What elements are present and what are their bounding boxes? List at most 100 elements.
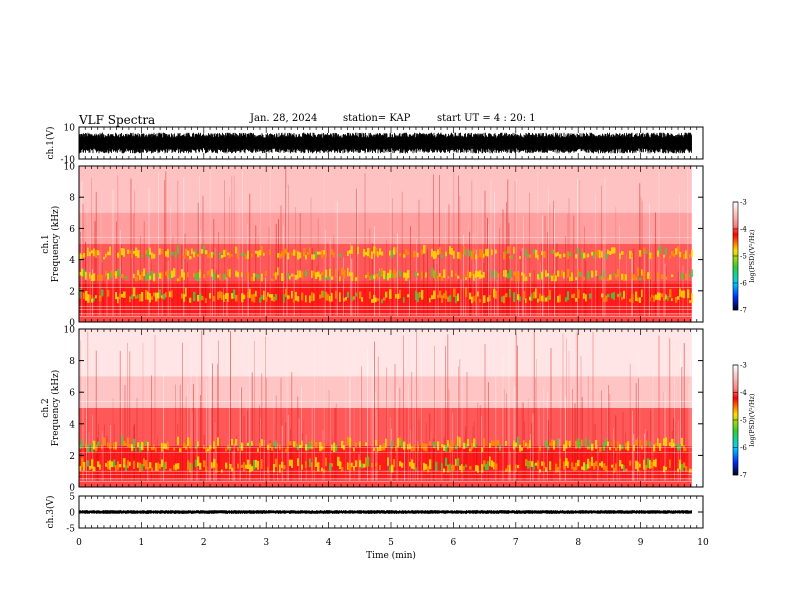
ch1-spectrogram-streak <box>249 193 251 316</box>
ch2-spectrogram-streak <box>547 392 548 481</box>
ch2-spectrogram-streak <box>136 397 138 481</box>
ch1-spectrogram-streak <box>299 213 301 316</box>
xtick-label: 7 <box>513 538 519 548</box>
ch2-spectrogram-streak <box>104 424 105 481</box>
ch2-spectrogram-streak <box>513 381 515 481</box>
ch2-spectrogram-patch <box>535 462 538 466</box>
ch2-spectrogram-streak <box>399 388 401 481</box>
ch1-spectrogram-patch <box>603 270 605 279</box>
ch1-spectrogram-patch <box>317 251 320 255</box>
ch2-spectrogram-patch <box>597 465 599 471</box>
ch1-spectrogram-patch <box>689 253 692 258</box>
ch1-spectrogram-patch <box>293 249 296 256</box>
ch2-spectrogram-patch <box>341 466 344 472</box>
ch2-spectrogram-patch <box>473 438 476 447</box>
ch1-spectrogram-patch <box>395 247 397 254</box>
ch1-spectrogram-patch <box>511 277 513 281</box>
ch1-spectrogram-patch <box>123 291 126 298</box>
ch1-spectrogram-streak <box>523 216 524 316</box>
ch1-spectrogram-patch <box>553 249 555 254</box>
ch2-spectrogram-streak <box>219 438 221 481</box>
ch1-spectrogram-patch <box>237 272 240 278</box>
ch1-spectrogram-patch <box>193 251 196 258</box>
ch2-spectrogram-streak <box>472 426 474 481</box>
ch2-spectrogram-patch <box>445 457 448 467</box>
ch1-spectrogram-patch <box>129 296 131 303</box>
ch2-spectrogram-patch <box>513 440 515 450</box>
ch2-spectrogram-streak <box>633 434 635 481</box>
ch1-spectrogram-patch <box>181 293 184 299</box>
ch2-spectrogram-patch <box>315 457 317 468</box>
ch1-spectrogram-streak <box>641 200 643 316</box>
ch1-spectrogram-patch <box>657 271 660 280</box>
ch2-spectrogram-patch <box>449 443 452 453</box>
ch2-spectrogram-patch <box>365 457 367 467</box>
ch2-spectrogram-patch <box>517 436 519 447</box>
ch2-spectrogram-patch <box>483 460 486 467</box>
ch2-spectrogram-patch <box>185 444 188 450</box>
ch1-spectrogram-streak <box>470 285 471 316</box>
ch1-spectrogram-patch <box>475 254 477 260</box>
ch2-spectrogram-patch <box>495 463 498 470</box>
ch2-spectrogram-colorbar-label: -6 <box>740 444 747 452</box>
ch1-spectrogram-patch <box>257 250 260 258</box>
ch1-spectrogram-patch <box>469 250 472 257</box>
ch1-spectrogram-patch <box>267 292 269 297</box>
ch2-spectrogram-patch <box>585 437 587 448</box>
ch1-spectrogram-patch <box>671 274 674 278</box>
ch1-spectrogram-patch <box>117 296 119 304</box>
ch1-spectrogram-patch <box>139 293 141 302</box>
ch1-spectrogram-patch <box>557 270 560 277</box>
ch1-spectrogram-streak <box>164 180 165 316</box>
ch1-spectrogram-patch <box>333 251 335 258</box>
ch1-spectrogram-streak <box>389 180 391 316</box>
ch2-spectrogram-streak <box>322 429 324 481</box>
ch2-spectrogram-patch <box>679 459 682 470</box>
ch1-spectrogram-patch <box>495 271 497 279</box>
ch1-spectrogram-streak <box>213 219 215 316</box>
ch1-spectrogram-streak <box>488 223 489 316</box>
ch1-spectrogram-streak <box>103 279 104 316</box>
ch2-spectrogram-patch <box>391 464 394 473</box>
ch1-spectrogram-band <box>79 314 692 322</box>
ch1-spectrogram-patch <box>567 269 570 278</box>
ch1-spectrogram-patch <box>465 249 467 257</box>
ch2-spectrogram-streak <box>142 342 144 481</box>
ch2-spectrogram-patch <box>669 459 671 468</box>
ch2-spectrogram-patch <box>349 437 352 448</box>
xtick-label: 0 <box>76 538 82 548</box>
ch1-spectrogram-streak <box>119 230 121 316</box>
ch1-spectrogram-streak <box>280 205 282 316</box>
ch2-spectrogram-streak <box>461 362 463 481</box>
ch2-spectrogram-patch <box>549 442 552 446</box>
ch2-spectrogram-streak <box>669 338 671 481</box>
ch1-spectrogram-patch <box>319 294 322 299</box>
ch2-spectrogram-patch <box>573 467 576 471</box>
ch1-spectrogram-patch <box>581 252 584 260</box>
ch1-spectrogram-patch <box>503 270 505 277</box>
xtick-label: 9 <box>638 538 644 548</box>
ch1-spectrogram-patch <box>369 291 371 299</box>
ch1-spectrogram-patch <box>613 272 615 276</box>
ch2-spectrogram-patch <box>337 456 340 466</box>
ch1-spectrogram-streak <box>409 279 410 316</box>
ch1-spectrogram-patch <box>235 270 238 277</box>
ch1-spectrogram-streak <box>650 277 651 316</box>
ch1-spectrogram-patch <box>295 291 297 301</box>
ch2-spectrogram-patch <box>397 438 400 448</box>
ch1-spectrogram-patch <box>309 247 311 255</box>
ch1-spectrogram-streak <box>170 204 171 316</box>
ch1-spectrogram-patch <box>583 252 586 259</box>
ch2-spectrogram-patch <box>189 462 192 473</box>
ch1-spectrogram-patch <box>629 298 631 303</box>
ch1-spectrogram-patch <box>187 272 189 278</box>
ch1-spectrogram-patch <box>541 251 544 256</box>
ch2-spectrogram-patch <box>375 462 378 467</box>
ch2-spectrogram-patch <box>663 438 666 446</box>
ch1-spectrogram-patch <box>187 250 190 256</box>
ch2-spectrogram-streak <box>249 371 251 481</box>
ch2-spectrogram-patch <box>147 466 150 470</box>
ch1-spectrogram-patch <box>483 271 485 278</box>
ch1-spectrogram-ytick-label: 2 <box>69 287 75 297</box>
ch1-spectrogram-patch <box>619 253 621 260</box>
